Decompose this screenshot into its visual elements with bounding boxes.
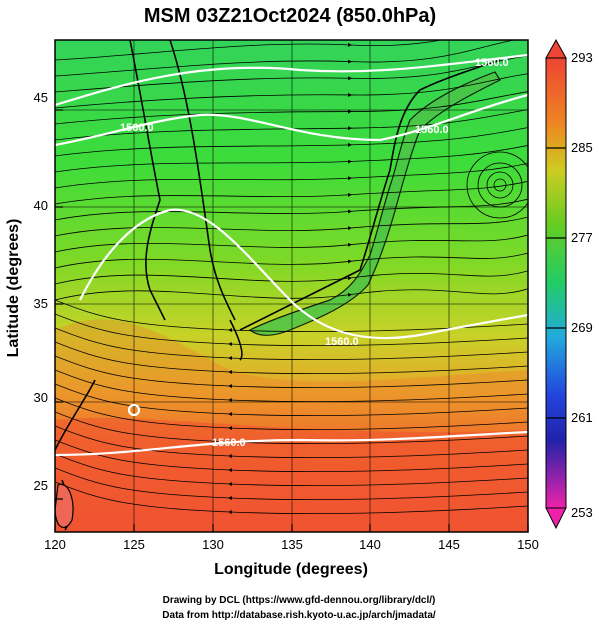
colorbar-tick-label: 293	[571, 50, 593, 65]
height-contours	[55, 53, 528, 457]
japan-landmass	[248, 71, 501, 336]
streamline	[55, 40, 443, 61]
credit-drawing: Drawing by DCL (https://www.gfd-dennou.o…	[163, 595, 436, 606]
x-tick-label: 120	[44, 537, 66, 552]
y-tick-labels: 25 30 35 40 45	[34, 90, 48, 493]
streamline	[55, 109, 528, 141]
streamline	[55, 453, 528, 487]
streamline	[55, 252, 528, 269]
streamline	[55, 341, 528, 375]
x-tick-label: 145	[438, 537, 460, 552]
taiwan-landmass	[55, 483, 74, 528]
contour-label-3: 1560.0	[325, 336, 359, 348]
y-tick-label: 40	[34, 198, 48, 213]
streamline	[55, 383, 528, 417]
colorbar-tick-label: 285	[571, 140, 593, 155]
colorbar-tick-label: 261	[571, 410, 593, 425]
streamline	[55, 288, 528, 301]
streamline	[55, 355, 528, 389]
x-tick-label: 125	[123, 537, 145, 552]
streamline	[55, 127, 528, 157]
x-tick-label: 130	[202, 537, 224, 552]
contour-label-4: 1560.0	[212, 437, 246, 449]
warm-region	[55, 319, 528, 532]
contour-labels: 1560.0 1560.0 1560.0 1560.0 1560.0	[120, 57, 509, 449]
x-tick-label: 150	[517, 537, 539, 552]
colorbar-bottom-triangle	[545, 507, 567, 530]
x-axis	[54, 524, 529, 532]
streamline	[55, 55, 528, 93]
streamline	[55, 313, 528, 347]
streamline	[55, 411, 528, 445]
streamline	[55, 234, 528, 253]
colorbar-tick-label: 277	[571, 230, 593, 245]
streamline	[55, 198, 528, 221]
colorbar-tick-label: 269	[571, 320, 593, 335]
y-tick-label: 30	[34, 390, 48, 405]
streamline	[55, 327, 528, 361]
streamline	[55, 91, 528, 125]
colorbar-tick-label: 253	[571, 505, 593, 520]
streamline	[55, 73, 528, 109]
credit-data: Data from http://database.rish.kyoto-u.a…	[162, 610, 436, 621]
streamline	[55, 299, 528, 333]
y-axis	[55, 109, 63, 500]
x-tick-label: 135	[281, 537, 303, 552]
contour-label-5: 1560.0	[120, 122, 154, 134]
contour-label-2: 1560.0	[415, 124, 449, 136]
map-title: MSM 03Z21Oct2024 (850.0hPa)	[144, 5, 436, 27]
streamline	[55, 40, 517, 77]
streamline	[55, 467, 528, 501]
streamline	[55, 162, 528, 189]
contour-label-1: 1560.0	[475, 57, 509, 69]
y-axis-label: Latitude (degrees)	[5, 219, 22, 358]
streamline	[55, 270, 528, 285]
streamline	[55, 369, 528, 403]
x-tick-labels: 120 125 130 135 140 145 150	[44, 537, 539, 552]
streamline	[55, 145, 528, 173]
y-tick-label: 45	[34, 90, 48, 105]
colorbar-body	[545, 57, 567, 509]
x-axis-label: Longitude (degrees)	[214, 561, 368, 578]
y-tick-label: 25	[34, 478, 48, 493]
streamline	[55, 481, 528, 515]
plot-area: 1560.0 1560.0 1560.0 1560.0 1560.0	[55, 40, 528, 532]
streamline	[55, 439, 528, 473]
colorbar-top-triangle	[545, 38, 567, 59]
cyclone-swirl	[466, 151, 528, 219]
streamline	[55, 397, 528, 431]
streamline	[55, 180, 528, 205]
colorbar: 293 285 277 269 261 253	[545, 38, 593, 530]
x-tick-label: 140	[359, 537, 381, 552]
streamline	[55, 425, 528, 459]
y-tick-label: 35	[34, 296, 48, 311]
wind-streamlines	[55, 40, 528, 515]
